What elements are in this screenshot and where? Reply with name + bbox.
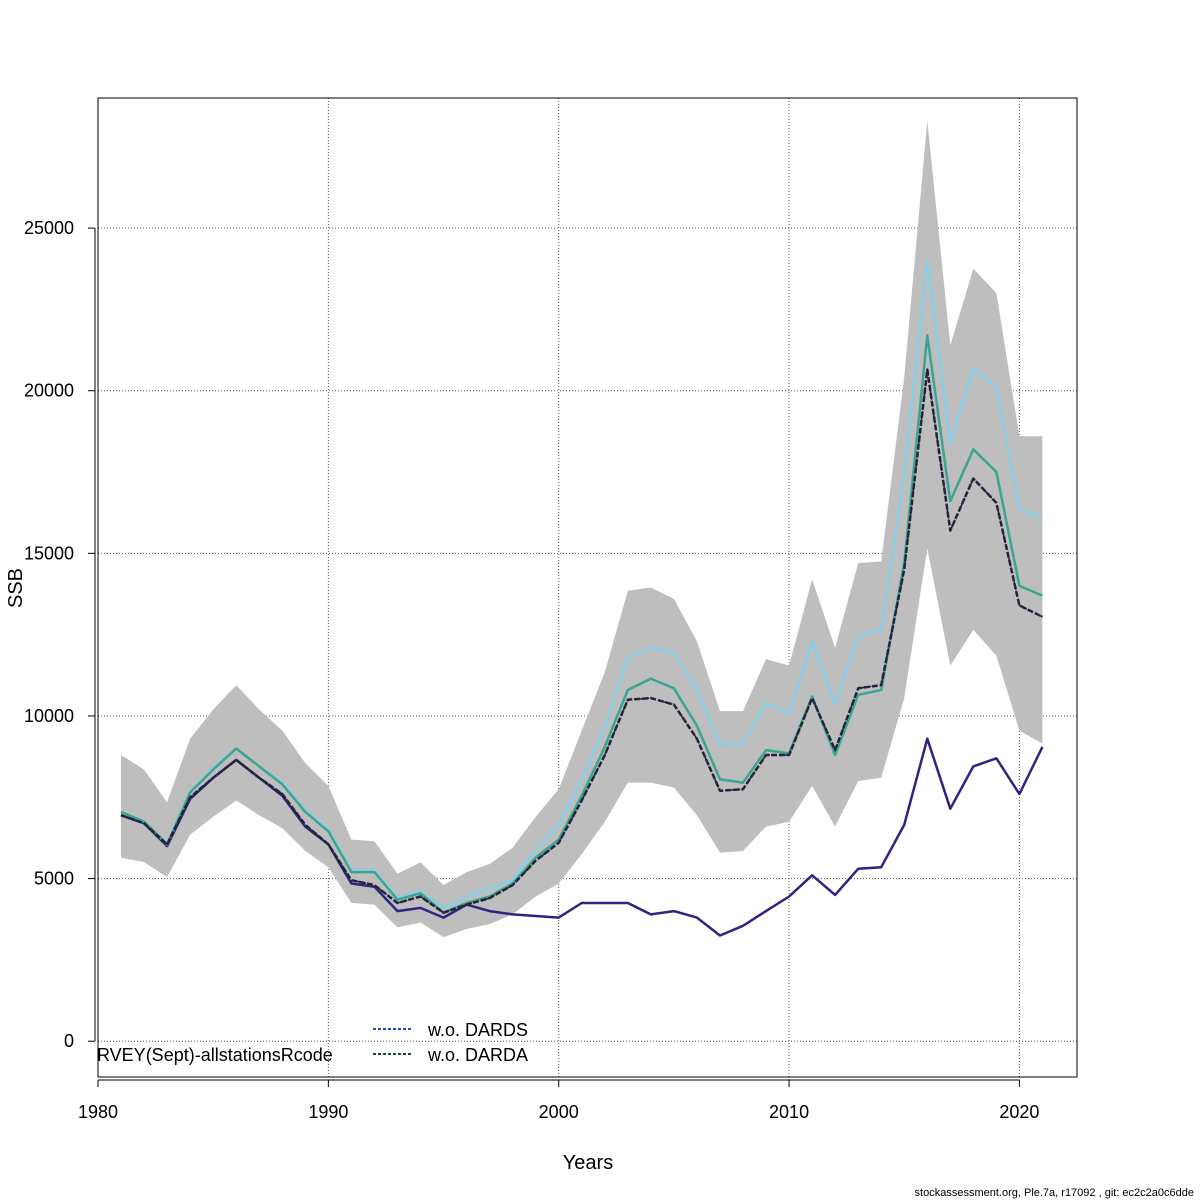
y-tick-label: 25000 — [24, 218, 74, 238]
y-tick-label: 15000 — [24, 543, 74, 563]
y-tick-label: 10000 — [24, 706, 74, 726]
series-line-1 — [120, 334, 1043, 914]
x-tick-label: 2020 — [999, 1102, 1039, 1122]
x-tick-label: 2010 — [769, 1102, 809, 1122]
run-annotation: RVEY(Sept)-allstationsRcode — [97, 1045, 333, 1065]
series-layer — [120, 259, 1044, 937]
x-axis-title: Years — [563, 1152, 613, 1174]
footer-credit: stockassessment.org, Ple.7a, r17092 , gi… — [915, 1187, 1194, 1199]
confidence-band-layer — [121, 120, 1043, 938]
y-axis: 0 5000 10000 15000 20000 25000 — [24, 218, 96, 1051]
y-axis-title: SSB — [5, 568, 27, 608]
series-line-2 — [120, 368, 1043, 914]
y-tick-label: 0 — [64, 1031, 74, 1051]
legend: w.o. DARDS w.o. DARDA — [373, 1020, 528, 1065]
legend-label-dards: w.o. DARDS — [427, 1020, 528, 1040]
legend-label-darda: w.o. DARDA — [427, 1045, 528, 1065]
x-tick-label: 2000 — [539, 1102, 579, 1122]
x-axis: 1980 1990 2000 2010 2020 — [78, 1079, 1039, 1122]
x-tick-label: 1990 — [308, 1102, 348, 1122]
x-tick-label: 1980 — [78, 1102, 118, 1122]
plot-frame — [97, 97, 1078, 1078]
confidence-band — [121, 120, 1043, 938]
y-tick-label: 20000 — [24, 381, 74, 401]
y-tick-label: 5000 — [34, 869, 74, 889]
